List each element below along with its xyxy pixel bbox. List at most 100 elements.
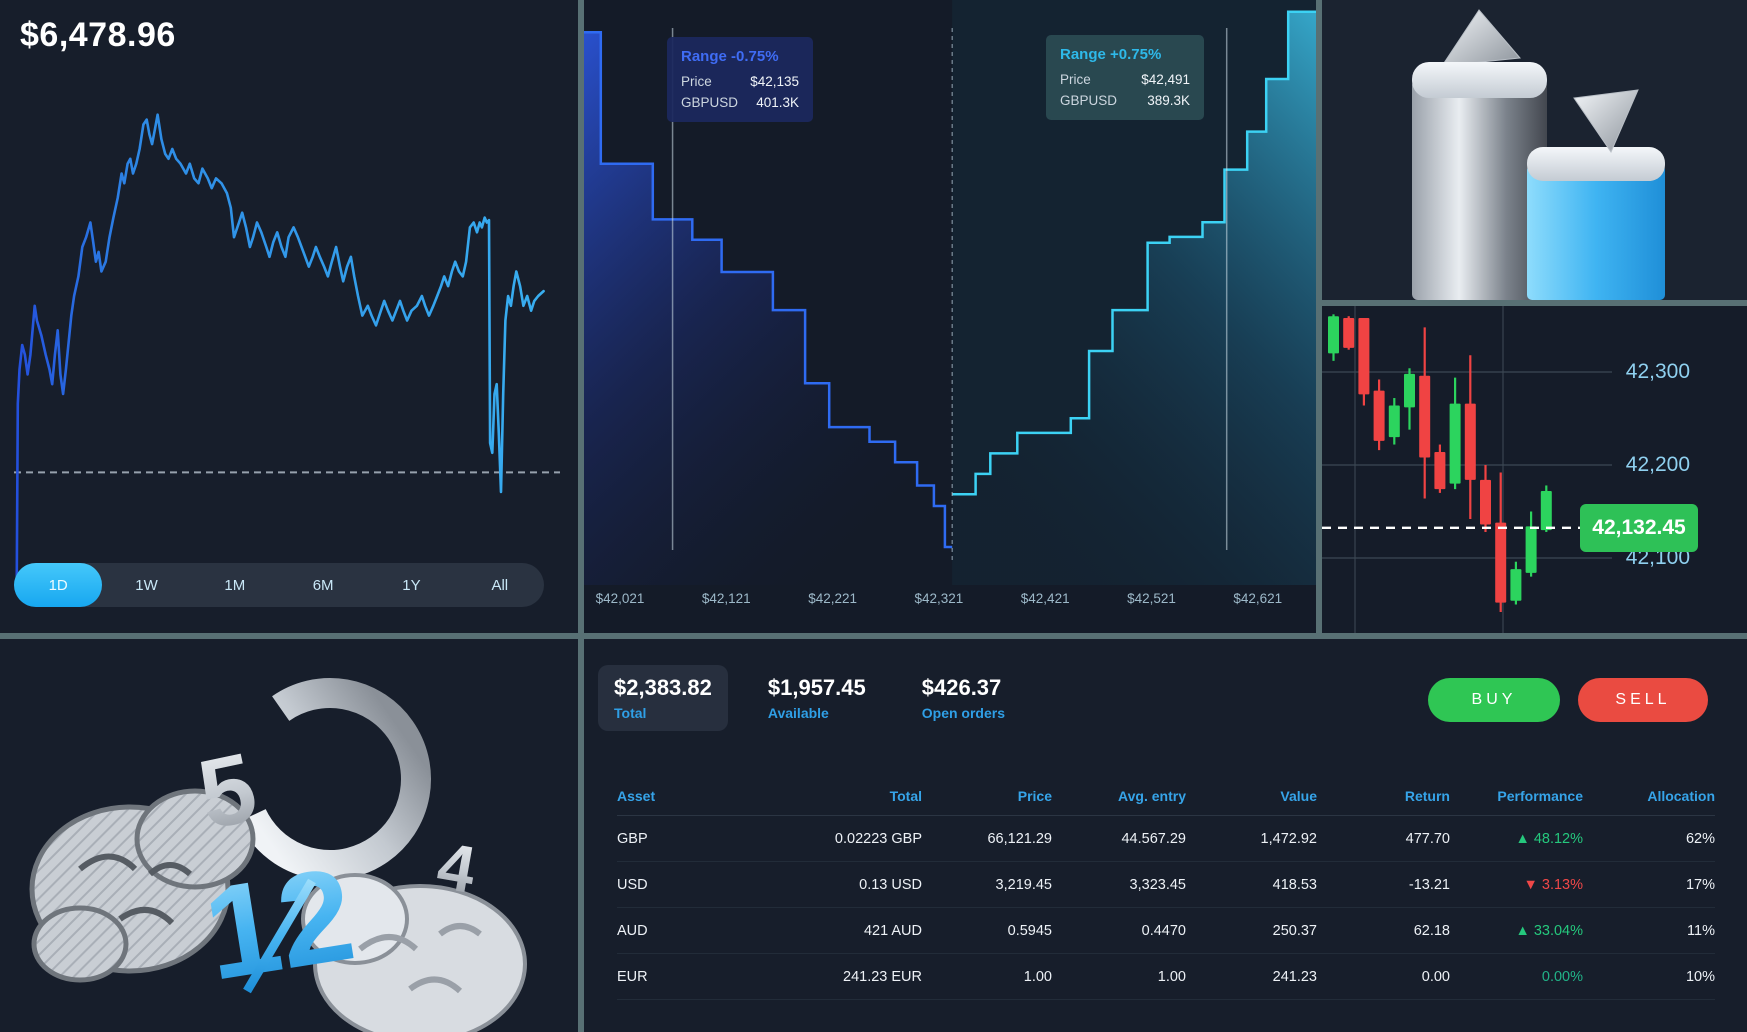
asks-area [952, 11, 1316, 585]
time-range-1m[interactable]: 1M [224, 576, 246, 594]
sell-button[interactable]: SELL [1578, 678, 1708, 722]
bid-range-tooltip: Range -0.75% Price $42,135 GBPUSD 401.3K [667, 37, 813, 122]
cell-price: 3,219.45 [995, 876, 1052, 893]
ask-volume-row: GBPUSD 389.3K [1060, 93, 1190, 108]
candle-body [1388, 405, 1400, 438]
buy-button[interactable]: BUY [1428, 678, 1560, 722]
time-range-6m[interactable]: 6M [312, 576, 334, 594]
bids-edge [584, 30, 953, 549]
summary-open-orders[interactable]: $426.37 Open orders [906, 665, 1021, 731]
ask-range-title: Range +0.75% [1060, 46, 1162, 63]
summary-label: Available [767, 705, 829, 721]
ask-price-row: Price $42,491 [1060, 72, 1190, 87]
cell-value: 418.53 [1272, 876, 1317, 893]
column-header-performance: Performance [1497, 788, 1583, 804]
cell-return: 0.00 [1421, 968, 1450, 985]
column-header-total: Total [889, 788, 922, 804]
asks-edge [952, 10, 1316, 496]
bid-volume-row: GBPUSD 401.3K [681, 95, 799, 110]
candle-body [1495, 522, 1507, 603]
depth-x-label: $42,321 [914, 591, 964, 606]
time-range-1d[interactable]: 1D [14, 563, 103, 607]
fraction-slash [243, 878, 316, 994]
depth-x-label: $42,421 [1020, 591, 1070, 606]
cell-value: 250.37 [1272, 922, 1317, 939]
cell-avg_entry: 0.4470 [1141, 922, 1186, 939]
cell-performance: ▲ 33.04% [1515, 922, 1583, 939]
depth-x-label: $42,221 [808, 591, 857, 606]
cell-avg_entry: 3,323.45 [1129, 876, 1186, 893]
cell-price: 0.5945 [1007, 922, 1052, 939]
column-header-value: Value [1280, 788, 1317, 804]
cell-allocation: 62% [1685, 830, 1715, 847]
cell-asset: AUD [617, 922, 648, 939]
summary-total[interactable]: $2,383.82 Total [598, 665, 728, 731]
bids-area [584, 32, 953, 585]
depth-x-label: $42,021 [595, 591, 645, 606]
cell-total: 241.23 EUR [843, 968, 922, 985]
ask-range-tooltip: Range +0.75% Price $42,491 GBPUSD 389.3K [1046, 35, 1204, 120]
cell-price: 1.00 [1023, 968, 1052, 985]
current-price-badge: 42,132.45 [1580, 503, 1698, 552]
candle-body [1419, 375, 1431, 458]
cell-allocation: 17% [1685, 876, 1715, 893]
depth-chart [584, 0, 1316, 585]
time-range-selector: 1D 1W 1M 6M 1Y All [14, 563, 544, 607]
candle-body [1480, 479, 1491, 525]
candle-body [1358, 318, 1370, 395]
summary-available[interactable]: $1,957.45 Available [752, 665, 882, 731]
cell-total: 0.13 USD [859, 876, 922, 893]
candle-body [1434, 451, 1446, 490]
table-row-gbp[interactable]: GBP 0.02223 GBP 66,121.29 44.567.29 1,472.92… [617, 816, 1715, 862]
cell-return: 62.18 [1413, 922, 1450, 939]
ask-pair-label: GBPUSD [1060, 93, 1118, 108]
candle-body [1343, 318, 1355, 348]
cell-return: 477.70 [1405, 830, 1450, 847]
candle-body [1328, 316, 1339, 354]
cell-avg_entry: 44.567.29 [1121, 830, 1186, 847]
cell-performance: ▲ 48.12% [1515, 830, 1583, 847]
table-header-row: Asset Total Price Avg. entry Value Return Perf… [617, 777, 1715, 816]
holdings-table: Asset Total Price Avg. entry Value Return Perf… [617, 777, 1715, 1000]
bid-range-title: Range -0.75% [681, 48, 779, 65]
tall-silver-bar [1412, 9, 1547, 300]
portfolio-panel: $6,478.96 1D 1W 1M 6M 1Y All [0, 0, 578, 633]
cell-performance: ▼ 3.13% [1523, 876, 1584, 893]
account-summary: $2,383.82 Total $1,957.45 Available $426.37 O… [598, 665, 1021, 731]
cell-total: 0.02223 GBP [834, 830, 922, 847]
percent-ring-icon [229, 678, 431, 880]
market-panel: 42,300 42,200 42,100 42,132.45 [1322, 306, 1747, 633]
column-header-return: Return [1404, 788, 1450, 804]
digit-twelve: 12 [195, 840, 363, 1008]
depth-panel: Range -0.75% Price $42,135 GBPUSD 401.3K… [584, 0, 1316, 633]
table-row-aud[interactable]: AUD 421 AUD 0.5945 0.4470 250.37 62.18 ▲ 33.04… [617, 908, 1715, 954]
depth-x-label: $42,121 [701, 591, 751, 606]
portfolio-balance: $6,478.96 [20, 16, 176, 54]
summary-value: $2,383.82 [614, 675, 712, 700]
cell-asset: EUR [617, 968, 648, 985]
cell-return: -13.21 [1408, 876, 1450, 893]
market-y-label: 42,200 [1625, 453, 1690, 476]
ask-volume-value: 389.3K [1147, 93, 1190, 108]
cell-allocation: 10% [1685, 968, 1715, 985]
candle-body [1404, 373, 1415, 408]
table-row-usd[interactable]: USD 0.13 USD 3,219.45 3,323.45 418.53 -13.21 ▼… [617, 862, 1715, 908]
time-range-1w[interactable]: 1W [135, 576, 158, 594]
cell-asset: GBP [617, 830, 648, 847]
time-range-all[interactable]: All [491, 576, 509, 594]
candle-body [1540, 491, 1552, 531]
numbers-illustration: 5 12 4 [29, 678, 527, 1032]
ask-price-label: Price [1060, 72, 1091, 87]
candle-body [1525, 526, 1537, 573]
table-row-eur[interactable]: EUR 241.23 EUR 1.00 1.00 241.23 0.00 0.00% 10% [617, 954, 1715, 1000]
candle-body [1510, 569, 1522, 601]
candle-body [1449, 403, 1461, 484]
portfolio-line-chart [14, 113, 560, 592]
cell-asset: USD [617, 876, 648, 893]
brain-blob-left [29, 788, 256, 983]
numbers-illustration-panel: 5 12 4 [0, 639, 578, 1032]
candle-body [1373, 390, 1385, 441]
time-range-1y[interactable]: 1Y [402, 576, 421, 594]
bid-price-label: Price [681, 74, 712, 89]
depth-x-label: $42,621 [1233, 591, 1283, 606]
